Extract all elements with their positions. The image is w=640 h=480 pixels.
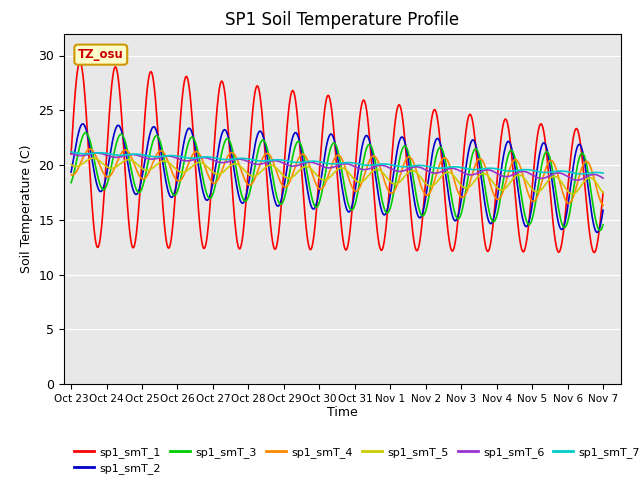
sp1_smT_7	[387, 162, 394, 168]
sp1_smT_4	[413, 170, 421, 176]
Line: sp1_smT_4: sp1_smT_4	[71, 149, 603, 205]
sp1_smT_4	[164, 158, 172, 164]
sp1_smT_5	[568, 191, 576, 197]
Legend: sp1_smT_1, sp1_smT_2, sp1_smT_3, sp1_smT_4, sp1_smT_5, sp1_smT_6, sp1_smT_7: sp1_smT_1, sp1_smT_2, sp1_smT_3, sp1_smT…	[70, 442, 640, 479]
Line: sp1_smT_6: sp1_smT_6	[71, 153, 603, 180]
sp1_smT_3	[505, 151, 513, 157]
sp1_smT_5	[387, 179, 394, 184]
sp1_smT_7	[271, 157, 278, 163]
sp1_smT_1	[599, 190, 607, 195]
sp1_smT_2	[413, 211, 421, 216]
sp1_smT_3	[413, 198, 421, 204]
sp1_smT_2	[599, 207, 607, 213]
sp1_smT_7	[413, 163, 421, 168]
sp1_smT_2	[387, 192, 394, 198]
Line: sp1_smT_7: sp1_smT_7	[71, 152, 603, 174]
sp1_smT_5	[67, 162, 75, 168]
sp1_smT_1	[413, 248, 421, 253]
sp1_smT_7	[504, 168, 512, 174]
sp1_smT_3	[82, 130, 90, 136]
sp1_smT_7	[164, 153, 172, 158]
X-axis label: Time: Time	[327, 407, 358, 420]
sp1_smT_5	[413, 170, 421, 176]
sp1_smT_3	[164, 175, 172, 180]
sp1_smT_3	[67, 180, 75, 185]
sp1_smT_3	[596, 228, 604, 233]
Y-axis label: Soil Temperature (C): Soil Temperature (C)	[20, 144, 33, 273]
sp1_smT_4	[86, 146, 93, 152]
sp1_smT_6	[67, 151, 75, 156]
sp1_smT_2	[505, 139, 513, 144]
sp1_smT_6	[413, 164, 421, 170]
sp1_smT_6	[387, 166, 394, 171]
sp1_smT_2	[79, 121, 86, 127]
Text: TZ_osu: TZ_osu	[78, 48, 124, 61]
Line: sp1_smT_5: sp1_smT_5	[71, 158, 603, 194]
sp1_smT_7	[67, 149, 75, 155]
sp1_smT_3	[464, 173, 472, 179]
sp1_smT_5	[90, 156, 97, 161]
sp1_smT_4	[505, 170, 513, 176]
Line: sp1_smT_1: sp1_smT_1	[71, 62, 603, 252]
sp1_smT_5	[271, 164, 278, 169]
sp1_smT_2	[67, 169, 75, 175]
sp1_smT_4	[599, 202, 607, 208]
sp1_smT_5	[464, 185, 472, 191]
sp1_smT_1	[67, 151, 75, 157]
sp1_smT_7	[599, 170, 607, 176]
sp1_smT_1	[271, 246, 278, 252]
sp1_smT_1	[387, 175, 394, 180]
sp1_smT_2	[271, 196, 278, 202]
sp1_smT_5	[164, 159, 172, 165]
Line: sp1_smT_3: sp1_smT_3	[71, 133, 603, 230]
sp1_smT_4	[67, 172, 75, 178]
sp1_smT_6	[599, 175, 607, 181]
sp1_smT_2	[464, 151, 472, 156]
sp1_smT_6	[464, 172, 472, 178]
sp1_smT_4	[271, 163, 278, 168]
Title: SP1 Soil Temperature Profile: SP1 Soil Temperature Profile	[225, 11, 460, 29]
sp1_smT_5	[505, 182, 513, 188]
sp1_smT_1	[76, 59, 84, 65]
sp1_smT_2	[164, 187, 172, 193]
sp1_smT_1	[164, 244, 172, 250]
sp1_smT_2	[593, 229, 601, 235]
sp1_smT_7	[577, 171, 585, 177]
sp1_smT_7	[464, 166, 472, 172]
sp1_smT_5	[599, 190, 607, 196]
sp1_smT_4	[464, 185, 472, 191]
sp1_smT_6	[573, 177, 581, 183]
sp1_smT_6	[93, 150, 100, 156]
sp1_smT_1	[590, 250, 598, 255]
Line: sp1_smT_2: sp1_smT_2	[71, 124, 603, 232]
sp1_smT_3	[599, 222, 607, 228]
sp1_smT_3	[271, 183, 278, 189]
sp1_smT_1	[464, 115, 472, 121]
sp1_smT_6	[164, 153, 172, 159]
sp1_smT_6	[271, 158, 278, 164]
sp1_smT_3	[387, 205, 394, 211]
sp1_smT_6	[505, 173, 513, 179]
sp1_smT_4	[387, 190, 394, 196]
sp1_smT_1	[505, 126, 513, 132]
